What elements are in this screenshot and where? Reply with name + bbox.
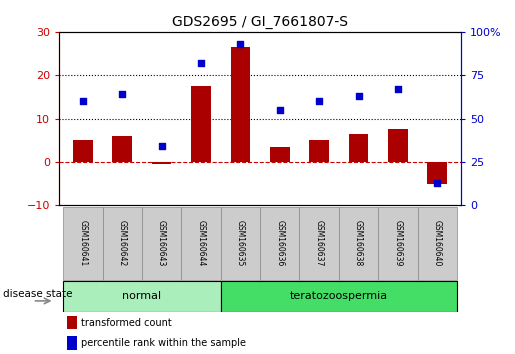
Text: GSM160642: GSM160642: [118, 220, 127, 267]
Bar: [152, 162, 171, 164]
Point: [236, 41, 245, 47]
Text: normal: normal: [123, 291, 162, 302]
Title: GDS2695 / GI_7661807-S: GDS2695 / GI_7661807-S: [172, 16, 348, 29]
Text: GSM160641: GSM160641: [78, 220, 88, 267]
Point: [315, 98, 323, 104]
Bar: [191, 86, 211, 162]
Bar: [67, 336, 77, 350]
Bar: [299, 207, 339, 280]
Bar: [310, 140, 329, 162]
Text: GSM160635: GSM160635: [236, 220, 245, 267]
Point: [118, 91, 126, 97]
Point: [433, 180, 441, 185]
Point: [394, 86, 402, 92]
Text: GSM160644: GSM160644: [197, 220, 205, 267]
Text: GSM160640: GSM160640: [433, 220, 442, 267]
Text: transformed count: transformed count: [81, 318, 172, 327]
Text: GSM160636: GSM160636: [275, 220, 284, 267]
Bar: [73, 140, 93, 162]
Text: disease state: disease state: [3, 289, 72, 299]
Bar: [63, 281, 221, 312]
Text: GSM160637: GSM160637: [315, 220, 323, 267]
Text: teratozoospermia: teratozoospermia: [290, 291, 388, 302]
Point: [79, 98, 87, 104]
Point: [158, 143, 166, 149]
Bar: [181, 207, 221, 280]
Text: GSM160638: GSM160638: [354, 220, 363, 267]
Point: [354, 93, 363, 99]
Bar: [102, 207, 142, 280]
Bar: [231, 47, 250, 162]
Bar: [339, 207, 378, 280]
Point: [276, 107, 284, 113]
Bar: [67, 316, 77, 329]
Bar: [260, 207, 299, 280]
Bar: [63, 207, 102, 280]
Bar: [418, 207, 457, 280]
Bar: [378, 207, 418, 280]
Bar: [427, 162, 447, 184]
Bar: [221, 281, 457, 312]
Bar: [112, 136, 132, 162]
Bar: [349, 134, 368, 162]
Text: percentile rank within the sample: percentile rank within the sample: [81, 338, 246, 348]
Bar: [270, 147, 289, 162]
Point: [197, 60, 205, 66]
Text: GSM160639: GSM160639: [393, 220, 402, 267]
Bar: [142, 207, 181, 280]
Text: GSM160643: GSM160643: [157, 220, 166, 267]
Bar: [221, 207, 260, 280]
Bar: [388, 130, 408, 162]
